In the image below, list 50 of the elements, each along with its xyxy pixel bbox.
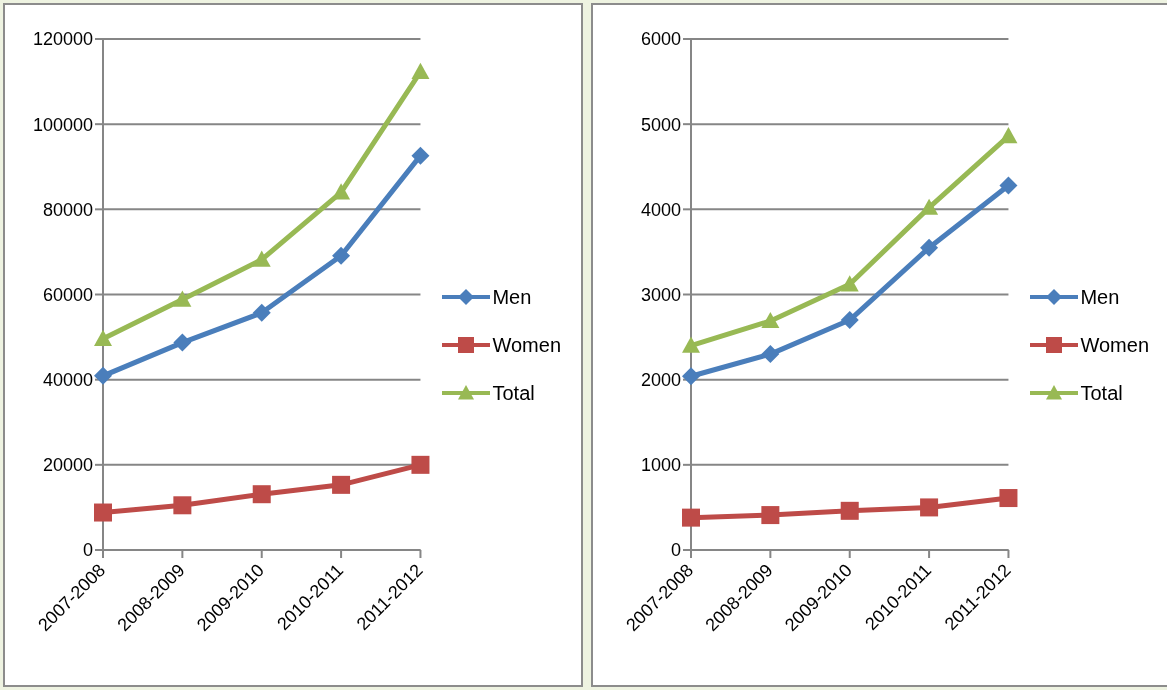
- point: [173, 496, 192, 515]
- y-tick-label: 0: [82, 540, 93, 561]
- y-tick-label: 100000: [32, 114, 93, 135]
- point: [682, 508, 700, 527]
- y-tick-label: 60000: [42, 284, 93, 305]
- legend-label: Women: [1080, 333, 1149, 357]
- y-tick-label: 40000: [42, 370, 93, 391]
- legend-label: Women: [492, 333, 561, 357]
- point: [761, 345, 780, 364]
- y-tick-label: 120000: [32, 29, 93, 50]
- y-tick-label: 4000: [640, 199, 681, 220]
- point: [840, 501, 859, 520]
- y-tick-label: 80000: [42, 199, 93, 220]
- point: [94, 329, 112, 346]
- point: [332, 475, 351, 494]
- point: [332, 183, 351, 200]
- point: [840, 311, 859, 330]
- y-tick-label: 1000: [640, 455, 681, 476]
- point: [411, 455, 430, 474]
- legend-label: Total: [492, 381, 535, 405]
- point: [332, 246, 351, 265]
- point: [252, 250, 271, 267]
- point: [173, 333, 192, 352]
- point: [94, 503, 112, 522]
- legend-label: Total: [1080, 381, 1123, 405]
- point: [94, 366, 112, 385]
- point: [411, 62, 430, 79]
- point: [411, 146, 430, 165]
- point: [999, 176, 1018, 195]
- y-tick-label: 3000: [640, 284, 681, 305]
- point: [682, 336, 700, 353]
- point: [252, 485, 271, 504]
- y-tick-label: 0: [670, 540, 681, 561]
- y-tick-label: 20000: [42, 455, 93, 476]
- point: [761, 506, 780, 525]
- point: [682, 367, 700, 386]
- point: [999, 127, 1018, 144]
- point: [173, 290, 192, 307]
- legend-label: Men: [492, 285, 532, 309]
- point: [840, 275, 859, 292]
- point: [920, 238, 939, 257]
- y-tick-label: 5000: [640, 114, 681, 135]
- point: [999, 489, 1018, 508]
- point: [252, 303, 271, 322]
- y-tick-label: 2000: [640, 370, 681, 391]
- legend-label: Men: [1080, 285, 1120, 309]
- y-tick-label: 6000: [640, 29, 681, 50]
- point: [920, 498, 939, 517]
- point: [761, 311, 780, 329]
- point: [920, 198, 939, 215]
